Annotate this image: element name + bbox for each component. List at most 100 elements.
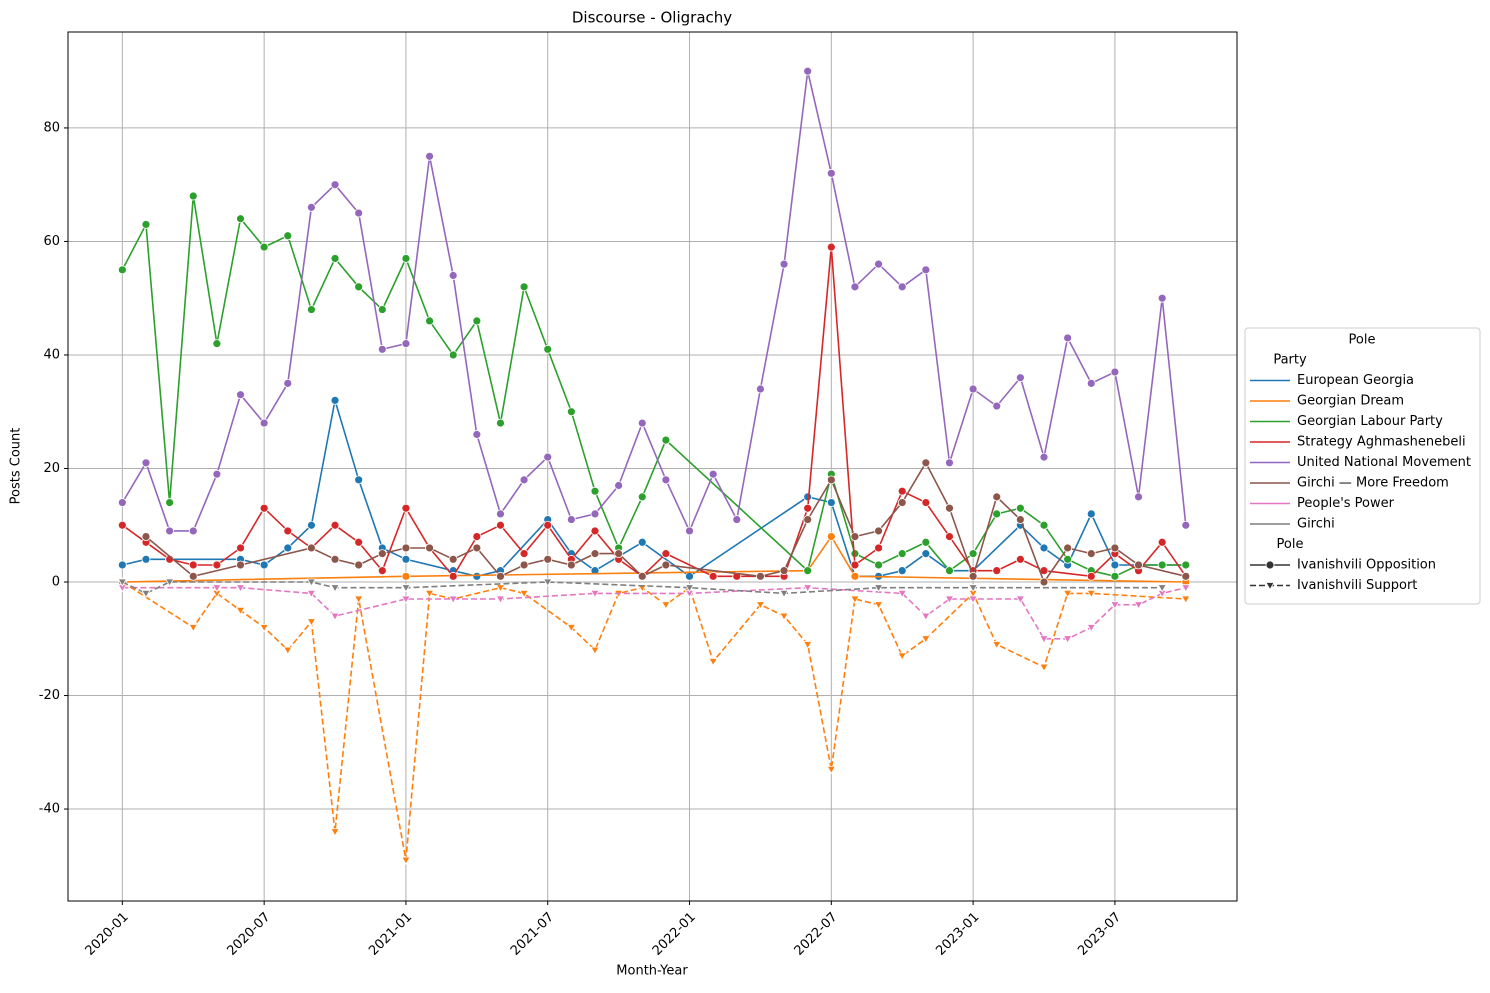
marker (661, 549, 671, 559)
marker (708, 469, 718, 479)
marker (401, 554, 411, 564)
marker (543, 554, 553, 564)
marker (1015, 503, 1025, 513)
marker (1039, 663, 1049, 672)
marker (1265, 560, 1275, 570)
marker (992, 641, 1002, 650)
plot-frame (67, 31, 1238, 902)
marker (1086, 571, 1096, 581)
marker (897, 566, 907, 576)
marker (708, 658, 718, 667)
marker (873, 584, 884, 593)
marker (354, 208, 364, 218)
marker (117, 265, 127, 275)
marker (330, 395, 340, 405)
marker (1181, 584, 1191, 593)
legend-label: Ivanishvili Support (1297, 578, 1417, 593)
marker (306, 589, 317, 599)
marker (401, 339, 411, 349)
series-line (122, 581, 1163, 595)
marker (779, 589, 789, 599)
marker (590, 646, 600, 655)
marker (472, 571, 482, 581)
marker (1134, 560, 1143, 570)
marker (1015, 554, 1025, 564)
marker (448, 350, 458, 360)
marker (236, 390, 245, 400)
marker (590, 549, 600, 559)
chart-title: Discourse - Oligrachy (572, 9, 732, 27)
marker (1039, 577, 1049, 587)
marker (117, 578, 128, 587)
marker (850, 571, 860, 581)
legend-heading: Pole (1277, 537, 1304, 552)
marker (283, 543, 293, 553)
marker (330, 554, 340, 564)
marker (921, 612, 931, 621)
marker (1110, 543, 1120, 553)
marker (495, 584, 506, 593)
marker (236, 560, 245, 570)
series-line (122, 535, 1186, 583)
legend-label: Girchi (1297, 517, 1335, 532)
marker (1015, 515, 1025, 524)
marker (992, 492, 1002, 502)
marker (921, 458, 931, 468)
marker (921, 265, 931, 275)
marker (1086, 589, 1096, 599)
marker (1110, 560, 1120, 570)
marker (377, 305, 387, 314)
marker (496, 571, 505, 581)
marker (661, 475, 671, 485)
marker (1110, 367, 1120, 377)
marker (1086, 509, 1096, 519)
marker (353, 595, 364, 604)
marker (803, 566, 813, 576)
marker (874, 526, 883, 536)
marker (802, 641, 813, 650)
marker (566, 515, 576, 524)
marker (968, 571, 978, 581)
marker (802, 584, 813, 593)
marker (401, 254, 411, 263)
marker (330, 254, 340, 263)
marker (401, 595, 411, 604)
marker (236, 214, 245, 224)
marker (992, 509, 1002, 519)
marker (826, 765, 837, 775)
marker (590, 486, 600, 496)
marker (235, 606, 246, 616)
marker (448, 271, 458, 280)
marker (945, 566, 954, 576)
marker (448, 595, 458, 604)
marker (897, 589, 907, 599)
marker (424, 589, 435, 599)
marker (543, 452, 553, 462)
marker (685, 571, 694, 581)
marker (401, 584, 411, 593)
marker (330, 180, 340, 190)
legend-label: People's Power (1297, 496, 1395, 511)
marker (495, 595, 506, 604)
marker (637, 492, 647, 502)
marker (164, 578, 175, 587)
marker (590, 526, 600, 536)
legend: Pole Party European Georgia Georgian Dream G… (1244, 327, 1481, 605)
marker (944, 595, 955, 604)
marker (1110, 601, 1120, 610)
marker (543, 520, 553, 530)
marker (472, 430, 482, 439)
marker (141, 458, 151, 468)
marker (307, 202, 316, 212)
y-tick-label: -40 (39, 802, 60, 817)
marker (117, 520, 127, 530)
marker (259, 624, 269, 633)
marker (614, 549, 624, 559)
marker (1063, 333, 1073, 343)
marker (330, 584, 340, 593)
marker (708, 571, 718, 581)
marker (330, 828, 340, 837)
marker (897, 652, 907, 661)
marker (897, 486, 907, 496)
